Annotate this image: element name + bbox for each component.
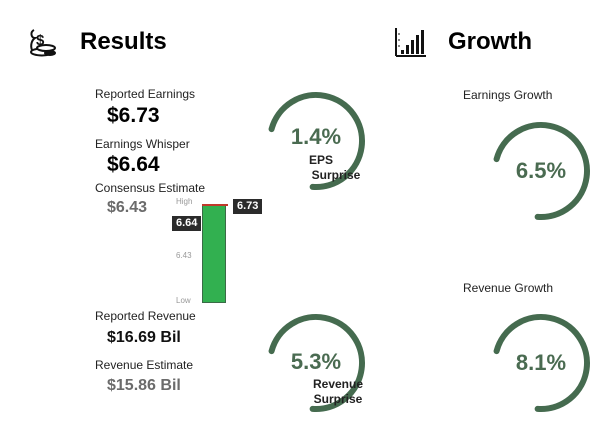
revenue-surprise-value: 5.3% — [290, 349, 342, 374]
range-mid-tick: 6.43 — [176, 251, 192, 260]
ring-arc — [493, 314, 590, 412]
revenue-surprise-ring — [268, 314, 365, 412]
reported-earnings-tag: 6.73 — [233, 199, 263, 214]
earnings-growth-gauge: 6.5% — [491, 121, 591, 221]
range-reported-line — [202, 204, 228, 206]
revenue-surprise-label-1: Revenue — [312, 377, 364, 391]
earnings-whisper-label: Earnings Whisper — [95, 137, 190, 151]
eps-surprise-label-1: EPS — [308, 153, 333, 167]
reported-earnings-value: $6.73 — [107, 104, 160, 127]
earnings-growth-value: 6.5% — [515, 158, 567, 183]
reported-revenue-value: $16.69 Bil — [107, 329, 181, 346]
revenue-growth-ring — [493, 314, 590, 412]
revenue-growth-label: Revenue Growth — [463, 281, 554, 295]
ring-arc — [493, 122, 590, 220]
earnings-whisper-tag: 6.64 — [172, 216, 202, 231]
consensus-estimate-value: $6.43 — [107, 199, 148, 216]
range-bar — [202, 205, 226, 303]
bar-chart-icon — [395, 28, 426, 57]
eps-surprise-gauge: 1.4% EPS Surprise — [266, 91, 366, 191]
consensus-estimate-label: Consensus Estimate — [95, 181, 206, 195]
range-high-label: High — [176, 197, 193, 206]
eps-surprise-label-2: Surprise — [311, 168, 361, 182]
revenue-surprise-label-2: Surprise — [313, 392, 363, 406]
ring-arc — [268, 92, 365, 190]
revenue-estimate-value: $15.86 Bil — [107, 377, 181, 394]
money-bag-icon: $ — [30, 29, 56, 57]
eps-surprise-value: 1.4% — [290, 124, 342, 149]
results-title: Results — [80, 28, 167, 55]
revenue-growth-gauge: 8.1% — [491, 313, 591, 413]
growth-header: Growth — [394, 26, 564, 60]
svg-text:$: $ — [36, 32, 45, 49]
earnings-growth-ring — [493, 122, 590, 220]
results-header: $ Results — [26, 26, 196, 60]
revenue-growth-value: 8.1% — [515, 350, 567, 375]
reported-earnings-label: Reported Earnings — [95, 87, 196, 101]
ring-arc — [268, 314, 365, 412]
growth-title: Growth — [448, 28, 532, 55]
earnings-range-chart: High 6.43 Low 6.73 6.64 — [160, 196, 280, 308]
range-low-label: Low — [176, 296, 191, 305]
revenue-estimate-label: Revenue Estimate — [95, 358, 194, 372]
eps-surprise-ring — [268, 92, 365, 190]
earnings-whisper-value: $6.64 — [107, 153, 160, 176]
earnings-growth-label: Earnings Growth — [463, 88, 553, 102]
reported-revenue-label: Reported Revenue — [95, 309, 196, 323]
revenue-surprise-gauge: 5.3% Revenue Surprise — [266, 313, 366, 413]
